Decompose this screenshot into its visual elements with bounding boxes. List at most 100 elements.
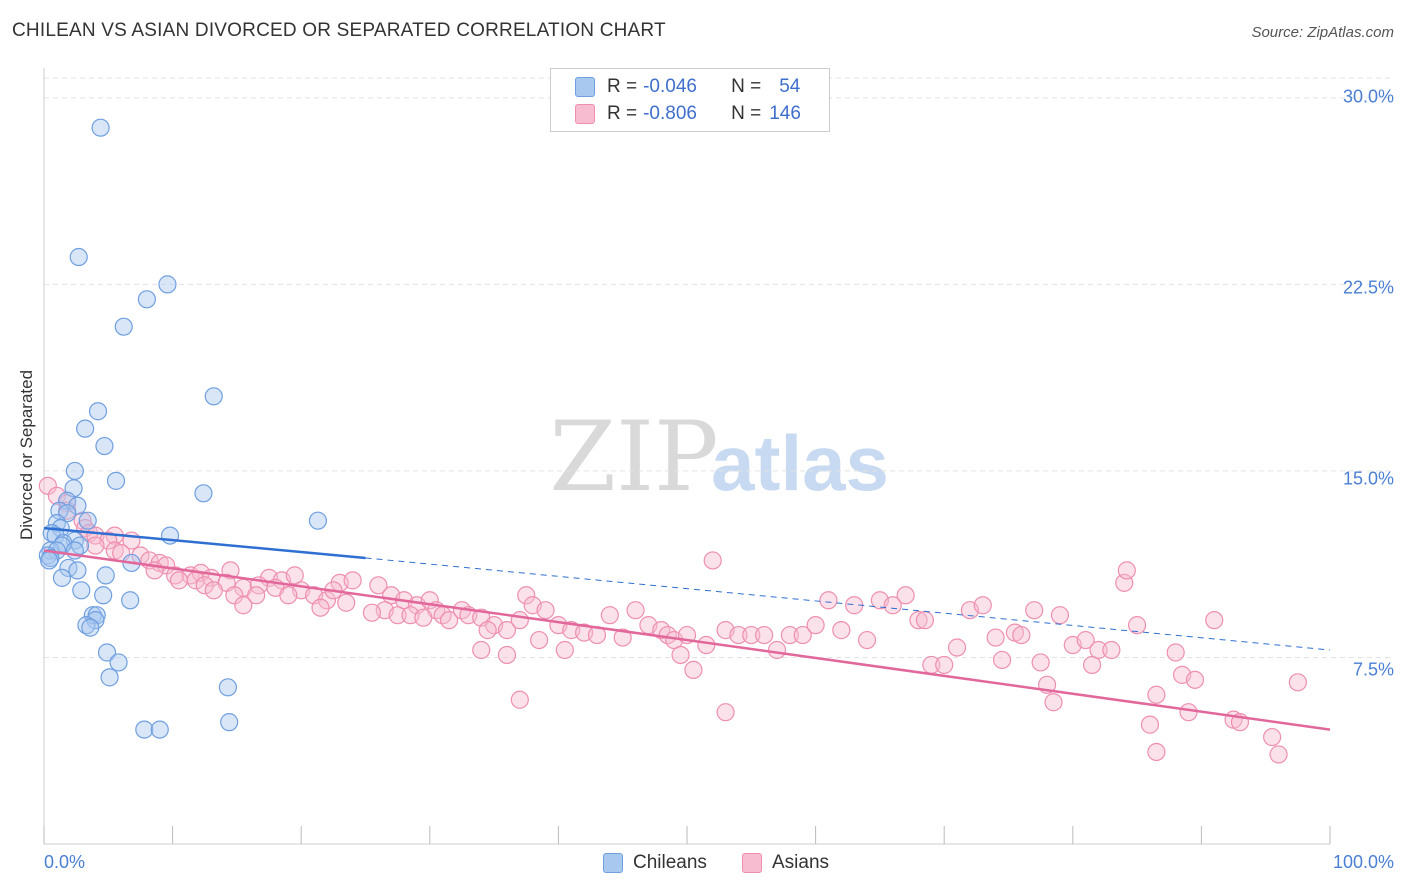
asian-point bbox=[1012, 625, 1031, 645]
chilean-point bbox=[40, 551, 59, 570]
asian-point bbox=[883, 596, 902, 615]
legend-row-chileans: R = -0.046 N = 54 bbox=[575, 75, 800, 99]
asian-point bbox=[793, 625, 812, 645]
asian-point bbox=[806, 616, 825, 635]
chilean-point bbox=[308, 511, 328, 530]
asian-point bbox=[1025, 601, 1044, 620]
chilean-point bbox=[114, 317, 133, 336]
asian-point bbox=[819, 591, 838, 610]
asian-point bbox=[742, 625, 761, 645]
watermark-zip: ZIP bbox=[549, 401, 718, 513]
chileans-legend-label: Chileans bbox=[633, 852, 707, 873]
chilean-point bbox=[218, 678, 237, 697]
y-tick-label: 15.0% bbox=[1342, 468, 1394, 489]
chilean-point bbox=[204, 387, 223, 406]
asian-point bbox=[204, 581, 223, 600]
asian-point bbox=[600, 606, 619, 625]
x-tick-label: 0.0% bbox=[44, 852, 86, 872]
chilean-point bbox=[97, 643, 117, 662]
chilean-point bbox=[135, 720, 154, 739]
asian-point bbox=[1117, 561, 1136, 580]
asian-point bbox=[555, 640, 574, 660]
chilean-point bbox=[69, 247, 88, 267]
asian-point bbox=[1179, 703, 1198, 722]
chilean-point bbox=[91, 118, 110, 137]
asian-point bbox=[909, 611, 928, 630]
asian-point bbox=[1140, 715, 1160, 734]
asian-point bbox=[613, 628, 632, 647]
asian-point bbox=[530, 630, 549, 650]
asian-point bbox=[1031, 653, 1050, 672]
chilean-point bbox=[65, 461, 84, 481]
x-tick-label: 100.0% bbox=[1332, 852, 1394, 872]
asian-point bbox=[1076, 630, 1095, 650]
asian-point bbox=[517, 586, 536, 605]
asian-point bbox=[1089, 640, 1108, 660]
asian-point bbox=[86, 536, 105, 555]
asian-point bbox=[317, 591, 337, 610]
asian-point bbox=[369, 576, 388, 595]
chilean-point bbox=[94, 586, 113, 605]
chilean-point bbox=[158, 275, 177, 294]
chilean-point bbox=[137, 290, 156, 309]
asian-point bbox=[973, 596, 992, 615]
asian-point bbox=[388, 606, 407, 625]
asians-swatch bbox=[575, 104, 595, 124]
asian-point bbox=[1147, 742, 1166, 762]
asian-point bbox=[510, 611, 529, 630]
asian-point bbox=[1044, 693, 1063, 712]
asian-point bbox=[195, 576, 214, 595]
chilean-point bbox=[106, 471, 126, 490]
asian-point bbox=[626, 601, 645, 620]
r-label: R = bbox=[607, 103, 638, 124]
asian-point bbox=[703, 551, 722, 570]
n-label: N = bbox=[731, 76, 762, 97]
asian-point bbox=[510, 690, 529, 709]
source-credit: Source: ZipAtlas.com bbox=[1251, 24, 1394, 41]
asian-point bbox=[755, 625, 774, 645]
asian-point bbox=[1102, 640, 1121, 660]
chilean-point bbox=[96, 566, 115, 585]
y-tick-label: 22.5% bbox=[1342, 277, 1394, 298]
chilean-point bbox=[72, 581, 91, 600]
asian-point bbox=[947, 638, 967, 657]
chilean-point bbox=[194, 484, 213, 503]
asian-point bbox=[1050, 606, 1070, 625]
chilean-point bbox=[52, 568, 72, 587]
chilean-point bbox=[58, 491, 77, 510]
asian-point bbox=[716, 703, 735, 722]
asian-point bbox=[684, 660, 703, 679]
asian-point bbox=[439, 611, 459, 630]
watermark-atlas: atlas bbox=[711, 419, 889, 507]
asian-point bbox=[729, 625, 748, 645]
asian-point bbox=[671, 645, 690, 665]
chilean-point bbox=[121, 591, 140, 610]
chileans-swatch bbox=[603, 853, 623, 873]
asian-point bbox=[472, 640, 491, 660]
legend-row-asians: R = -0.806 N = 146 bbox=[575, 102, 801, 126]
asian-point bbox=[536, 601, 555, 620]
n-label: N = bbox=[731, 103, 762, 124]
asian-point bbox=[1147, 685, 1166, 704]
asian-point bbox=[497, 621, 517, 640]
chilean-point bbox=[70, 536, 90, 555]
asian-point bbox=[986, 628, 1005, 647]
asian-point bbox=[992, 650, 1012, 670]
chileans-swatch bbox=[575, 77, 595, 97]
asian-point bbox=[697, 635, 716, 655]
chilean-point bbox=[68, 561, 87, 580]
asian-point bbox=[1288, 673, 1307, 692]
chilean-point bbox=[95, 436, 114, 456]
asian-point bbox=[497, 645, 517, 665]
chilean-point bbox=[76, 419, 95, 438]
chilean-trend-extension bbox=[365, 557, 1331, 651]
chilean-point bbox=[109, 653, 128, 672]
chilean-point bbox=[78, 511, 97, 530]
asian-point bbox=[478, 621, 497, 640]
legend: R = -0.046 N = 54 R = -0.806 N = 146 bbox=[550, 68, 830, 132]
chilean-point bbox=[220, 713, 239, 732]
asian-point bbox=[38, 476, 57, 495]
n-value: 54 bbox=[779, 76, 801, 97]
asian-point bbox=[234, 596, 253, 615]
r-value: -0.806 bbox=[643, 103, 697, 124]
